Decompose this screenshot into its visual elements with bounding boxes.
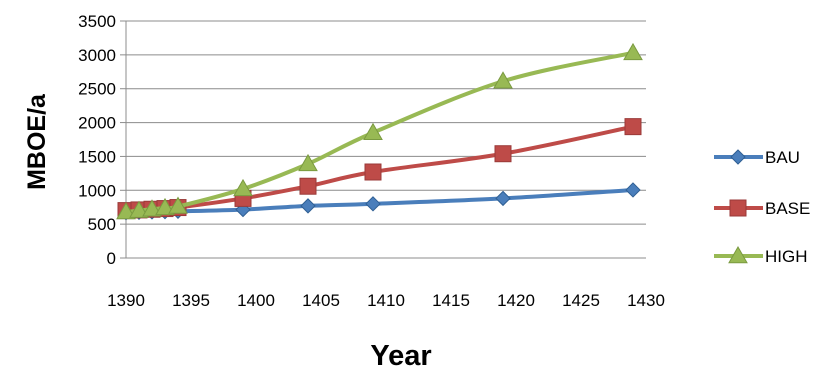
y-tick-label: 2500 xyxy=(78,80,116,99)
x-tick-labels: 1390 1395 1400 1405 1410 1415 1420 1425 1430 xyxy=(107,291,665,310)
series-line-high xyxy=(124,50,635,214)
data-point-high xyxy=(155,197,175,216)
data-point-base xyxy=(494,145,512,163)
legend-item-bau: BAU xyxy=(714,148,800,167)
legend-item-base: BASE xyxy=(714,199,810,218)
x-tick-label: 1430 xyxy=(627,291,665,310)
data-point-bau xyxy=(625,182,641,198)
x-tick-label: 1400 xyxy=(237,291,275,310)
legend-marker xyxy=(728,245,748,264)
data-point-bau xyxy=(300,198,316,214)
x-axis-title: Year xyxy=(370,340,431,372)
y-tick-label: 2000 xyxy=(78,114,116,133)
data-point-high xyxy=(623,42,643,61)
x-tick-label: 1390 xyxy=(107,291,145,310)
data-point-bau xyxy=(365,196,381,212)
data-point-high xyxy=(142,199,162,217)
series-group xyxy=(116,42,643,221)
y-tick-label: 1500 xyxy=(78,147,116,166)
data-point-high xyxy=(129,200,149,218)
data-point-base xyxy=(364,163,382,181)
data-point-high xyxy=(168,196,188,214)
legend-label: BAU xyxy=(765,148,800,167)
x-tick-label: 1405 xyxy=(302,291,340,310)
x-tick-label: 1395 xyxy=(172,291,210,310)
legend-label: HIGH xyxy=(765,247,808,266)
y-tick-label: 3000 xyxy=(78,46,116,65)
gridlines xyxy=(126,20,646,225)
legend-marker xyxy=(730,149,746,165)
x-tick-label: 1420 xyxy=(497,291,535,310)
y-tick-labels: 0 500 1000 1500 2000 2500 3000 3500 xyxy=(78,12,116,268)
legend-marker xyxy=(729,199,747,217)
x-tick-label: 1425 xyxy=(562,291,600,310)
y-axis-title: MBOE/a xyxy=(23,93,51,190)
data-point-high xyxy=(233,178,253,197)
x-tick-label: 1415 xyxy=(432,291,470,310)
data-point-bau xyxy=(495,190,511,207)
legend: BAU BASE HIGH xyxy=(714,148,810,266)
legend-item-high: HIGH xyxy=(714,245,808,266)
series-high xyxy=(116,42,643,220)
data-point-base xyxy=(299,177,317,195)
y-tick-label: 0 xyxy=(107,249,116,268)
data-point-high xyxy=(116,201,136,220)
x-tick-label: 1410 xyxy=(367,291,405,310)
data-point-high xyxy=(298,153,318,172)
data-point-high xyxy=(493,71,513,89)
y-tick-label: 1000 xyxy=(78,181,116,200)
y-tick-label: 500 xyxy=(88,215,116,234)
data-point-high xyxy=(363,122,383,140)
legend-label: BASE xyxy=(765,199,810,218)
y-tick-label: 3500 xyxy=(78,12,116,31)
data-point-base xyxy=(624,118,642,136)
